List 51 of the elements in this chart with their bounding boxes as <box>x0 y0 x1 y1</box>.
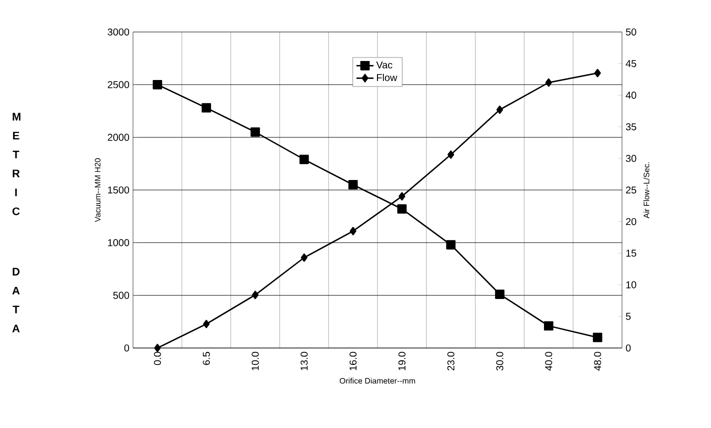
y-tick-label: 500 <box>113 292 130 299</box>
point <box>544 321 554 331</box>
point <box>397 204 407 214</box>
legend-label: Vac <box>376 61 392 68</box>
y2-tick-label: 10 <box>626 281 636 288</box>
point <box>545 78 552 87</box>
point <box>203 320 210 328</box>
point <box>348 180 358 190</box>
y2-tick-label: 40 <box>626 92 636 99</box>
x-tick-label: 30.0 <box>496 352 504 371</box>
x-tick-label: 48.0 <box>594 352 602 371</box>
y2-tick-label: 30 <box>626 154 636 162</box>
x-tick-label: 16.0 <box>350 352 357 370</box>
x-tick-label: 23.0 <box>447 352 454 370</box>
y-tick-label: 1500 <box>108 186 130 194</box>
y2-tick-label: 0 <box>626 344 631 352</box>
point <box>495 290 504 299</box>
point <box>592 332 602 342</box>
point <box>252 290 259 300</box>
y2-tick-label: 20 <box>626 218 636 226</box>
y2-tick-label: 45 <box>626 60 636 68</box>
point <box>594 68 601 78</box>
x-tick-label: 13.0 <box>300 352 308 370</box>
y-tick-label: 2500 <box>108 81 130 88</box>
y-tick-label: 1000 <box>108 239 130 246</box>
x-tick-label: 19.0 <box>398 352 406 370</box>
y2-tick-label: 5 <box>626 312 631 320</box>
y-tick-label: 2000 <box>108 134 130 141</box>
point <box>300 253 308 262</box>
point <box>398 192 406 201</box>
y2-tick-label: 25 <box>626 186 636 194</box>
x-tick-label: 0.0 <box>154 352 161 365</box>
y2-tick-label: 15 <box>626 250 636 257</box>
text: METRIC <box>12 112 20 216</box>
x-tick-label: 10.0 <box>252 352 259 370</box>
x-tick-label: 6.5 <box>202 352 210 365</box>
y2-tick-label: 35 <box>626 123 636 130</box>
point <box>152 80 162 90</box>
point <box>299 154 309 164</box>
point <box>496 106 504 114</box>
point <box>350 226 356 236</box>
point <box>202 103 212 113</box>
y-tick-label: 3000 <box>108 28 130 36</box>
point <box>250 127 260 137</box>
point <box>446 240 456 250</box>
text: DATA <box>12 268 20 332</box>
legend-label: Flow <box>377 74 398 82</box>
x-tick-label: 40.0 <box>545 352 552 371</box>
point <box>448 150 454 159</box>
y2-tick-label: 50 <box>626 28 636 36</box>
y-tick-label: 0 <box>124 344 130 352</box>
